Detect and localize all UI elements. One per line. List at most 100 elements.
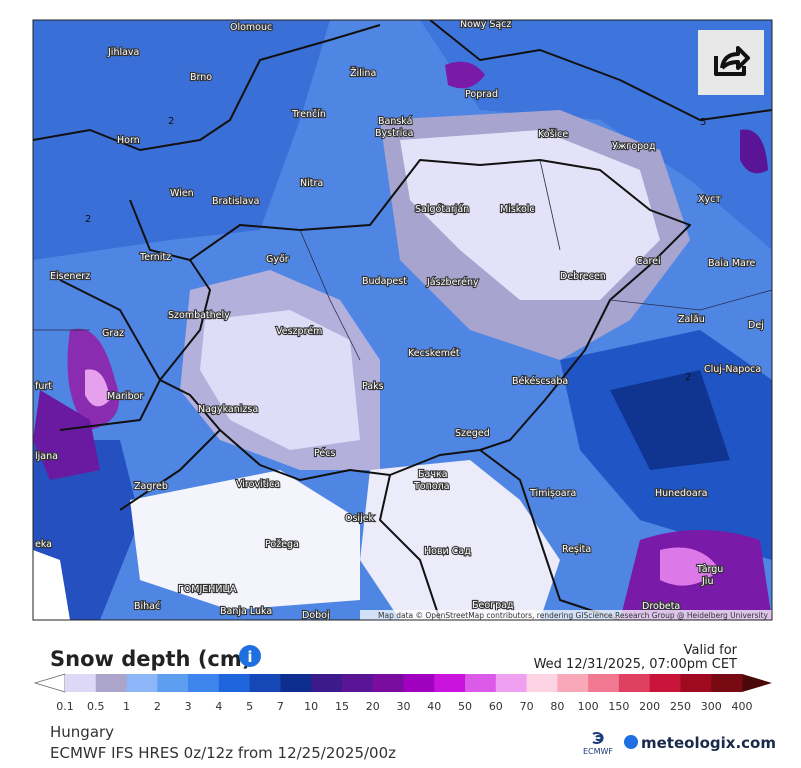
city: Salgótarján [415, 204, 469, 215]
city: Virovitica [236, 479, 280, 490]
city: Топола [413, 481, 450, 492]
city: Хуст [698, 194, 721, 205]
legend-swatch [403, 674, 435, 692]
city: Brno [190, 72, 212, 83]
city: Olomouc [230, 22, 272, 33]
city: Eisenerz [50, 271, 90, 282]
legend-swatch [157, 674, 189, 692]
city: Banja Luka [220, 606, 272, 617]
legend-swatch [434, 674, 466, 692]
city: Maribor [107, 391, 143, 402]
city: Požega [265, 539, 299, 550]
model-run: ECMWF IFS HRES 0z/12z from 12/25/2025/00… [50, 744, 396, 762]
info-icon-glyph[interactable]: i [247, 648, 252, 666]
legend-swatch [65, 674, 97, 692]
legend-swatch [280, 674, 312, 692]
attribution: Map data © OpenStreetMap contributors, r… [378, 611, 769, 620]
legend-tick-label: 5 [246, 700, 253, 713]
city: Bratislava [212, 196, 259, 207]
city: Békéscsaba [512, 376, 568, 387]
city: Ужгород [612, 141, 656, 152]
contour-label: 2 [168, 116, 174, 127]
admin-line [33, 159, 772, 361]
city: Zalău [678, 314, 705, 325]
legend-tick-label: 400 [732, 700, 753, 713]
legend: Snow depth (cm) i Valid for Wed 12/31/20… [33, 643, 772, 713]
city: Paks [362, 381, 384, 392]
legend-swatch [649, 674, 681, 692]
info-icon[interactable] [239, 645, 261, 667]
contour-label: 2 [685, 372, 691, 383]
border [159, 159, 691, 481]
legend-arrow-high [742, 674, 772, 692]
legend-tick-label: 250 [670, 700, 691, 713]
legend-swatch [126, 674, 158, 692]
area [200, 310, 360, 450]
area [130, 470, 360, 610]
share-icon[interactable] [714, 46, 750, 76]
ecmwf-label: ECMWF [583, 747, 613, 756]
city: Budapest [362, 276, 407, 287]
legend-tick-label: 60 [489, 700, 503, 713]
city: Szeged [455, 428, 490, 439]
legend-tick-label: 7 [277, 700, 284, 713]
legend-tick-label: 1 [123, 700, 130, 713]
legend-swatch [311, 674, 343, 692]
border [33, 20, 772, 151]
border [59, 199, 621, 620]
city: Hunedoara [655, 488, 707, 499]
legend-swatch [95, 674, 128, 692]
area [33, 20, 330, 260]
brand: meteologix.com [641, 734, 776, 752]
attribution-bg [360, 610, 772, 620]
map-frame [32, 19, 773, 621]
city: Jihlava [107, 47, 139, 58]
legend-arrow-low [33, 673, 66, 693]
city: Dej [748, 320, 764, 331]
legend-swatch [465, 674, 497, 692]
legend-tick-label: 0.1 [56, 700, 74, 713]
city: Osijek [345, 513, 375, 524]
city: Jászberény [426, 277, 479, 288]
legend-swatch [249, 674, 281, 692]
legend-tick-label: 15 [335, 700, 349, 713]
legend-tick-label: 80 [550, 700, 564, 713]
area [740, 129, 768, 174]
city: Pécs [314, 448, 335, 459]
legend-tick-label: 50 [458, 700, 472, 713]
city: Kecskemét [408, 348, 460, 359]
legend-tick-label: 70 [520, 700, 534, 713]
legend-swatch [557, 674, 589, 692]
legend-tick-label: 300 [701, 700, 722, 713]
city: Banská [378, 116, 412, 127]
legend-tick-label: 4 [215, 700, 222, 713]
area [610, 370, 730, 470]
city: Horn [117, 135, 140, 146]
city: Reșita [562, 544, 591, 555]
legend-swatch [495, 674, 528, 692]
area [400, 130, 660, 300]
area [360, 460, 560, 620]
city: Košice [538, 129, 568, 140]
city: Bihać [134, 601, 160, 612]
legend-swatch [218, 674, 251, 692]
city: Târgu [696, 564, 723, 575]
city: Zagreb [134, 481, 168, 492]
city: ljana [35, 451, 58, 462]
city: Veszprém [276, 326, 322, 337]
info-button[interactable]: i [239, 645, 261, 667]
share-button[interactable] [698, 30, 764, 95]
city: Győr [266, 254, 289, 265]
legend-tick-label: 3 [185, 700, 192, 713]
city: Bystrica [375, 128, 413, 139]
city: Graz [102, 328, 124, 339]
city: Nagykanizsa [198, 404, 258, 415]
area [660, 547, 720, 586]
legend-swatch [588, 674, 620, 692]
city: Wien [170, 188, 194, 199]
legend-swatch [526, 674, 558, 692]
brand-logo [624, 735, 638, 749]
area [33, 550, 70, 620]
city: Ternitz [139, 252, 171, 263]
